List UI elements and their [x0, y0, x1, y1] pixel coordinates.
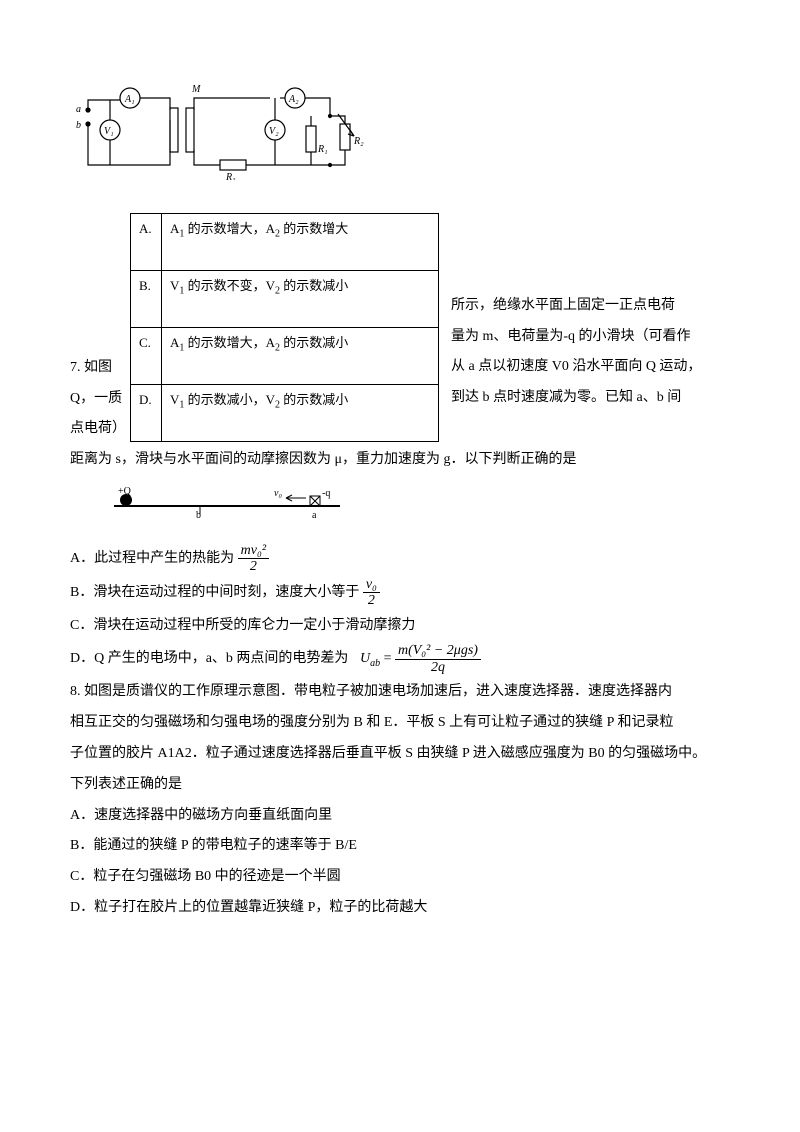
q7-r1: 所示，绝缘水平面上固定一正点电荷 [451, 291, 730, 322]
lbl-q: -q [322, 488, 330, 499]
label-M: M [191, 84, 201, 95]
label-V1: V₁ [104, 126, 114, 137]
label-V2: V₂ [269, 126, 279, 137]
opt-label: D. [131, 384, 162, 441]
q7-r2: 量为 m、电荷量为-q 的小滑块（可看作 [451, 322, 730, 353]
table-row: D. V1 的示数减小，V2 的示数减小 [131, 384, 439, 441]
lbl-a: a [312, 510, 317, 520]
opt-label: B. [131, 270, 162, 327]
lbl-Q: +Q [118, 486, 132, 497]
q7-left2: Q，一质 [70, 384, 130, 415]
q8-optD: D．粒子打在胶片上的位置越靠近狭缝 P，粒子的比荷越大 [70, 893, 730, 924]
opt-label: A. [131, 213, 162, 270]
lbl-v0: v₀ [274, 488, 282, 499]
opt-text: V1 的示数减小，V2 的示数减小 [162, 384, 439, 441]
q6-options-table: A. A1 的示数增大，A2 的示数增大 B. V1 的示数不变，V2 的示数减… [130, 213, 439, 442]
q8-l3: 子位置的胶片 A1A2．粒子通过速度选择器后垂直平板 S 由狭缝 P 进入磁感应… [70, 739, 730, 770]
q7-r4: 到达 b 点时速度减为零。已知 a、b 间 [451, 383, 730, 414]
q7-row: 7. 如图 Q，一质 点电荷） A. A1 的示数增大，A2 的示数增大 B. … [70, 213, 730, 445]
q7-left3: 点电荷） [70, 414, 130, 445]
q8-optB: B．能通过的狭缝 P 的带电粒子的速率等于 B/E [70, 831, 730, 862]
lbl-b: b [196, 510, 201, 520]
q7-optC: C．滑块在运动过程中所受的库仑力一定小于滑动摩擦力 [70, 611, 730, 642]
q8-l2: 相互正交的匀强磁场和匀强电场的强度分别为 B 和 E．平板 S 上有可让粒子通过… [70, 708, 730, 739]
label-b: b [76, 120, 81, 131]
q7-optD: D．Q 产生的电场中，a、b 两点间的电势差为 Uab = m(V₀² − 2μ… [70, 643, 730, 675]
label-R2: R₂ [353, 136, 364, 147]
table-row: C. A1 的示数增大，A2 的示数减小 [131, 327, 439, 384]
opt-text: A1 的示数增大，A2 的示数减小 [162, 327, 439, 384]
q8-optC: C．粒子在匀强磁场 B0 中的径迹是一个半圆 [70, 862, 730, 893]
opt-text: A1 的示数增大，A2 的示数增大 [162, 213, 439, 270]
label-A2: A₂ [288, 94, 299, 105]
label-A1: A₁ [124, 94, 135, 105]
table-row: A. A1 的示数增大，A2 的示数增大 [131, 213, 439, 270]
label-a: a [76, 104, 81, 115]
table-row: B. V1 的示数不变，V2 的示数减小 [131, 270, 439, 327]
opt-text: V1 的示数不变，V2 的示数减小 [162, 270, 439, 327]
q7-optB: B．滑块在运动过程的中间时刻，速度大小等于 v₀2 [70, 577, 730, 609]
q7-optA: A．此过程中产生的热能为 mv₀²2 [70, 543, 730, 575]
q8-l4: 下列表述正确的是 [70, 770, 730, 801]
label-R1: R₁ [317, 144, 328, 155]
q8-l1: 8. 如图是质谱仪的工作原理示意图．带电粒子被加速电场加速后，进入速度选择器．速… [70, 677, 730, 708]
q7-diagram: +Q b v₀ -q a [110, 484, 350, 520]
q7-r3: 从 a 点以初速度 V0 沿水平面向 Q 运动， [451, 352, 730, 383]
circuit-diagram: a b A₁ V₁ M V₂ A₂ R₃ R₁ R₂ [70, 80, 370, 180]
q7-cont: 距离为 s，滑块与水平面间的动摩擦因数为 μ，重力加速度为 g．以下判断正确的是 [70, 445, 730, 476]
q7-prefix: 7. 如图 [70, 353, 130, 384]
opt-label: C. [131, 327, 162, 384]
label-R3: R₃ [225, 172, 236, 180]
q8-optA: A．速度选择器中的磁场方向垂直纸面向里 [70, 801, 730, 832]
